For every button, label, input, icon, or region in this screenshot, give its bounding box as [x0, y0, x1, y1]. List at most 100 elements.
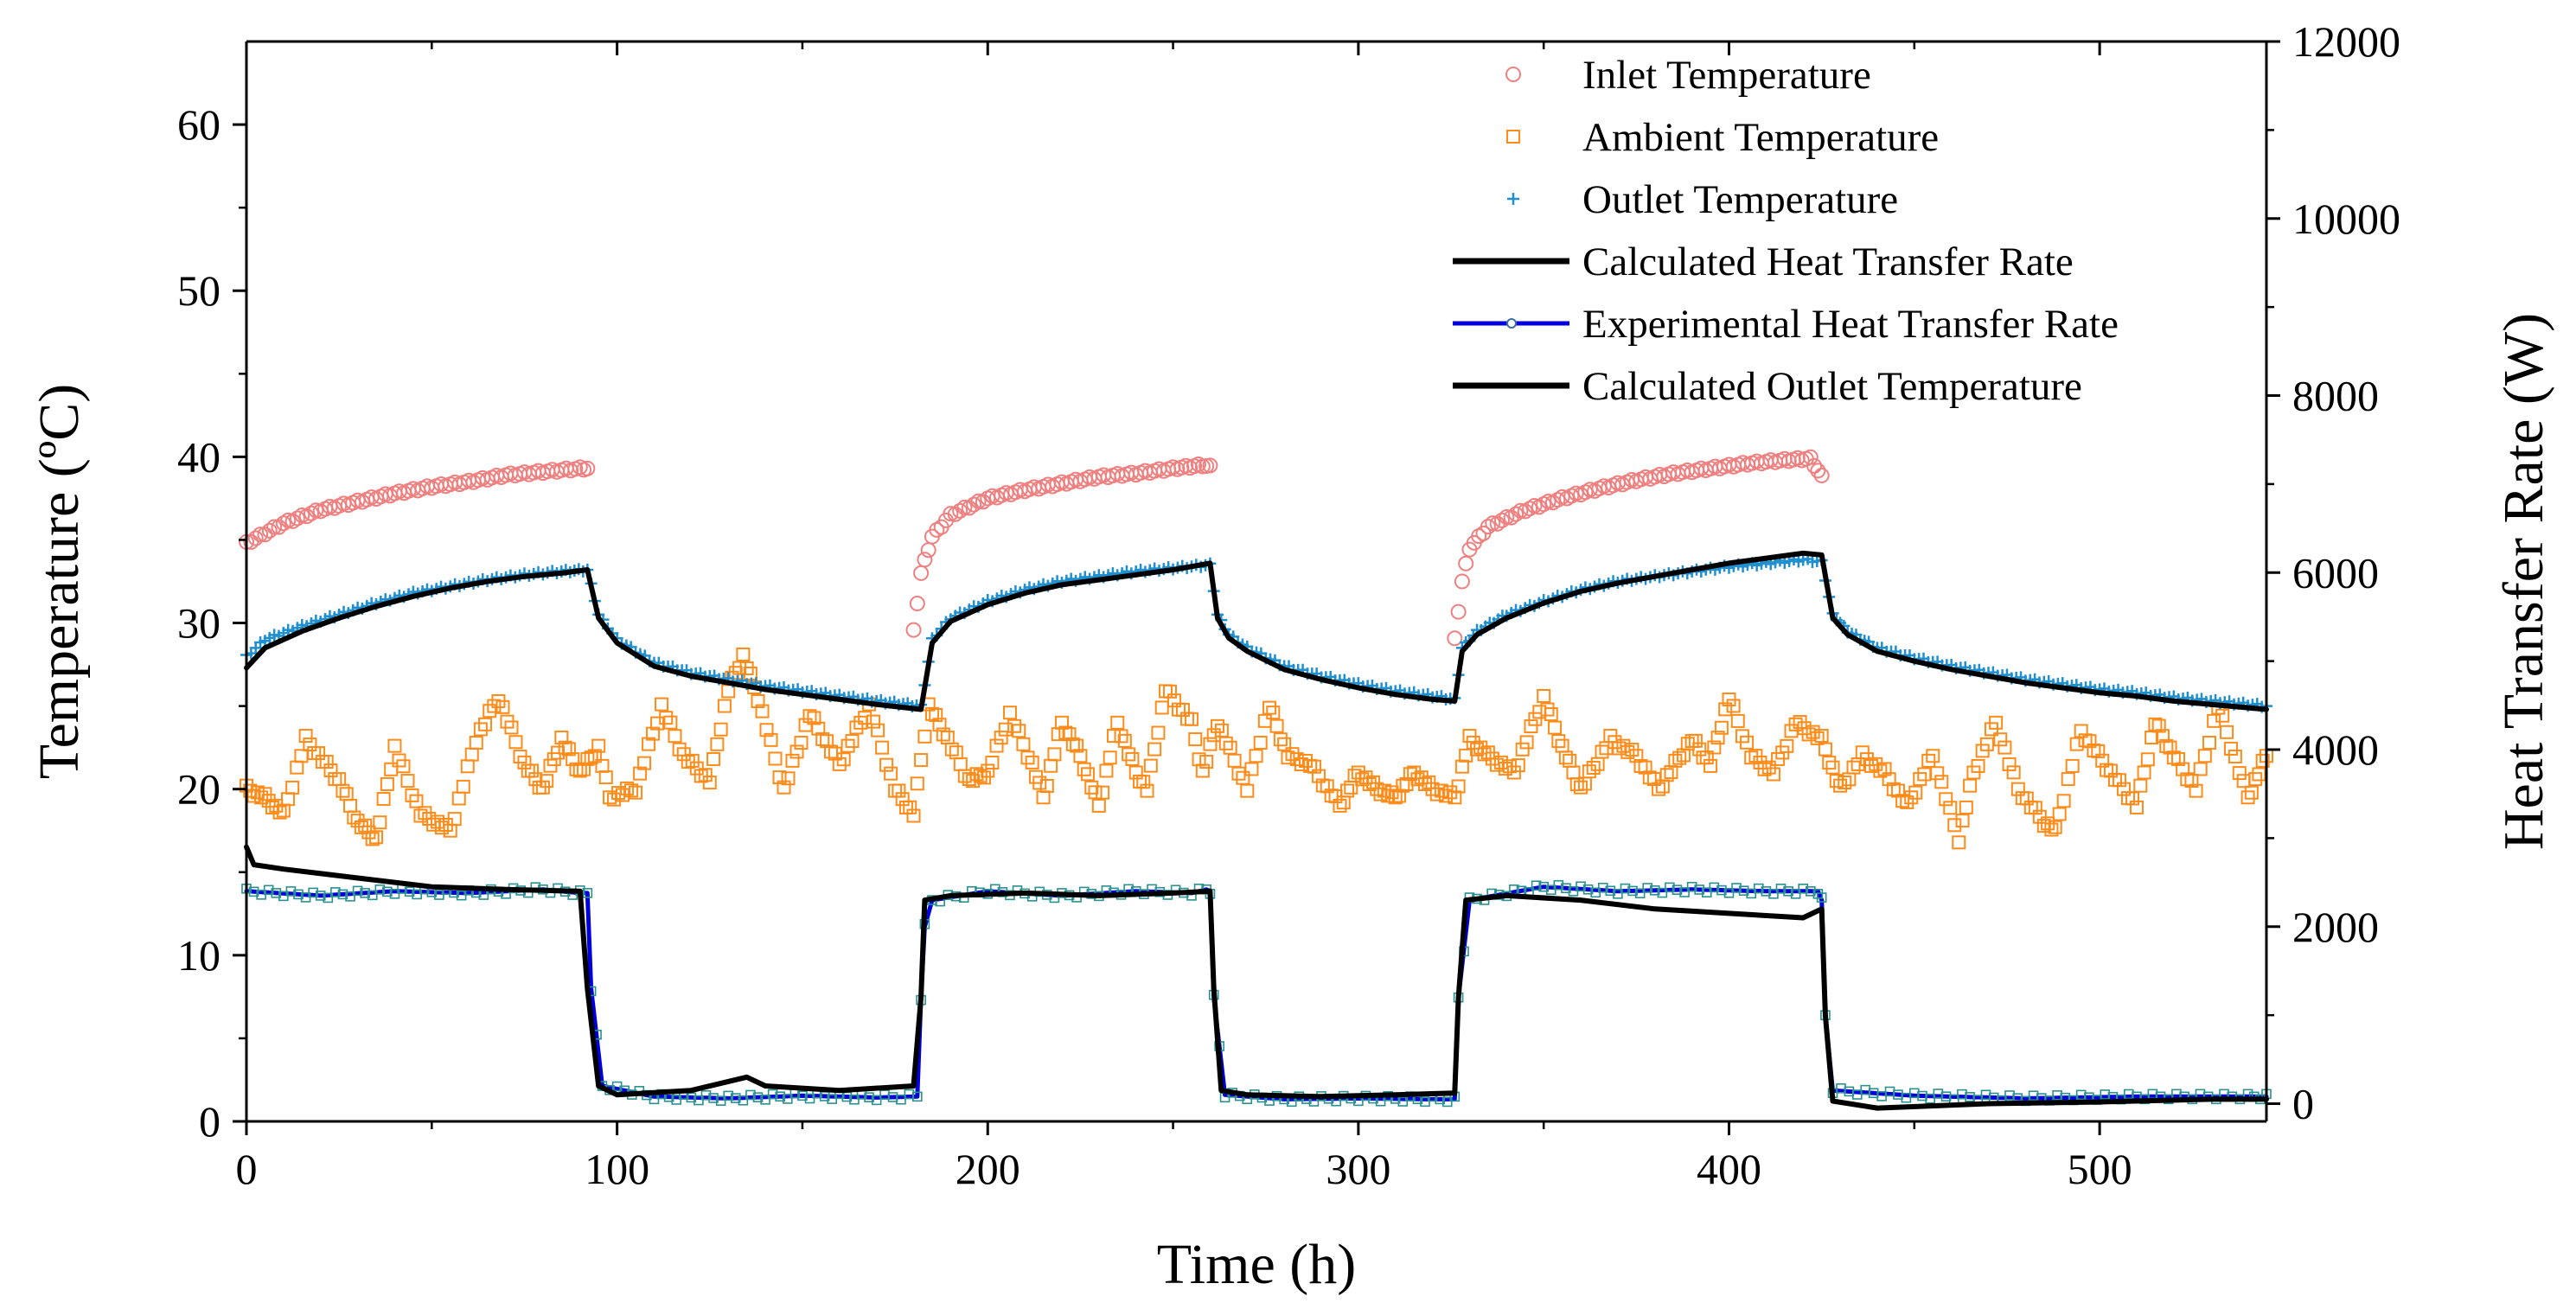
ambient-temperature-point [884, 766, 898, 781]
ambient-temperature-point [1032, 776, 1047, 790]
ambient-temperature-point [250, 785, 265, 800]
ambient-temperature-point [1825, 760, 1840, 775]
ambient-temperature-point [1454, 759, 1469, 774]
legend-label-outlet-temperature: Outlet Temperature [1582, 177, 1898, 222]
experimental-heat-transfer-rate-point [1657, 887, 1668, 898]
ambient-temperature-point [1548, 720, 1563, 735]
ambient-temperature-point [1210, 718, 1224, 733]
experimental-heat-transfer-rate-point [1761, 886, 1772, 897]
experimental-heat-transfer-rate-point [404, 886, 415, 897]
ambient-temperature-point [914, 753, 929, 768]
experimental-heat-transfer-rate-point [248, 886, 259, 897]
ambient-temperature-point [2223, 741, 2238, 756]
ambient-temperature-point [2140, 752, 2155, 767]
ambient-temperature-point [1934, 775, 1949, 789]
inlet-temperature-point [1458, 555, 1474, 571]
ambient-temperature-point [354, 820, 368, 834]
experimental-heat-transfer-rate-point [1738, 885, 1749, 897]
ambient-temperature-point [2116, 782, 2131, 796]
ambient-temperature-point [2112, 773, 2126, 788]
ambient-temperature-point [551, 745, 566, 760]
ambient-temperature-point [1320, 779, 1334, 794]
inlet-temperature-point [579, 460, 596, 476]
ambient-temperature-point [1710, 731, 1725, 745]
ambient-temperature-point [332, 772, 347, 787]
ambient-temperature-point [577, 762, 591, 776]
ambient-temperature-point [447, 812, 462, 827]
inlet-temperature-point [572, 459, 588, 476]
ambient-temperature-point [1418, 777, 1433, 792]
ambient-temperature-point [1688, 733, 1703, 748]
ambient-temperature-point [2155, 729, 2170, 744]
experimental-heat-transfer-rate-point [1980, 1089, 1991, 1101]
series-calculated-outlet-temperature [244, 550, 2269, 712]
ambient-temperature-point [1551, 734, 1566, 749]
ambient-temperature-point [1167, 693, 1181, 708]
ambient-temperature-point [832, 757, 847, 771]
ambient-temperature-point [1900, 795, 1914, 809]
ambient-temperature-point [659, 711, 674, 725]
ambient-temperature-point [2103, 763, 2118, 778]
ambient-temperature-point [580, 751, 595, 766]
ambient-temperature-point [464, 747, 479, 762]
ambient-temperature-point [1151, 725, 1166, 740]
ambient-temperature-point [1289, 752, 1304, 767]
inlet-temperature-point [1802, 449, 1819, 465]
ambient-temperature-point [1989, 715, 2004, 730]
inlet-temperature-point [1454, 573, 1470, 590]
ambient-temperature-point [1025, 755, 1039, 769]
ambient-temperature-point [910, 776, 924, 791]
inlet-temperature-point [1485, 515, 1501, 532]
ambient-temperature-point [1099, 763, 1114, 778]
inlet-temperature-point [266, 519, 283, 535]
ambient-temperature-point [853, 715, 868, 730]
experimental-heat-transfer-rate-point [1917, 1090, 1927, 1101]
ambient-temperature-point [460, 759, 475, 774]
ambient-temperature-point [1158, 684, 1173, 699]
ambient-temperature-point [1939, 792, 1953, 807]
ambient-temperature-point [2202, 736, 2216, 750]
ambient-temperature-point [781, 771, 796, 786]
ambient-temperature-point [369, 830, 384, 845]
ambient-temperature-point [698, 768, 713, 782]
experimental-heat-transfer-rate-point [1553, 879, 1564, 891]
y-left-tick-label: 50 [177, 266, 221, 315]
ambient-temperature-point [2184, 774, 2199, 789]
ambient-temperature-point [866, 714, 881, 729]
ambient-temperature-point [1122, 747, 1136, 762]
ambient-temperature-point [2044, 822, 2059, 837]
ambient-temperature-point [836, 752, 851, 767]
ambient-temperature-point [1537, 689, 1551, 704]
ambient-temperature-point [1979, 737, 1994, 751]
y-right-tick-label: 4000 [2292, 725, 2379, 774]
ambient-temperature-point [1477, 747, 1492, 762]
experimental-heat-transfer-rate-point [1538, 881, 1549, 892]
experimental-heat-transfer-rate-point [352, 885, 363, 897]
ambient-temperature-point [1740, 735, 1755, 750]
ambient-temperature-point [2006, 765, 2021, 780]
y-left-tick-label: 30 [177, 599, 221, 648]
ambient-temperature-point [903, 800, 917, 814]
ambient-temperature-point [932, 718, 947, 732]
ambient-temperature-point [487, 699, 502, 713]
ambient-temperature-point [2056, 794, 2071, 808]
ambient-temperature-point [413, 808, 428, 823]
x-tick-label: 300 [1326, 1145, 1390, 1193]
ambient-temperature-point [561, 742, 576, 757]
ambient-temperature-point [672, 742, 687, 757]
ambient-temperature-point [820, 734, 834, 749]
experimental-heat-transfer-rate-point [337, 889, 348, 900]
ambient-temperature-point [2023, 800, 2038, 814]
ambient-temperature-point [1908, 785, 1923, 800]
ambient-temperature-point [764, 732, 778, 747]
experimental-heat-transfer-rate-point [1576, 881, 1586, 892]
ambient-temperature-point [1106, 729, 1121, 744]
ambient-temperature-point [1143, 758, 1158, 773]
y-right-tick-label: 2000 [2292, 903, 2379, 951]
experimental-heat-transfer-rate-point [1686, 881, 1697, 892]
ambient-temperature-point [294, 749, 309, 763]
legend-label-ambient-temperature: Ambient Temperature [1582, 115, 1939, 160]
ambient-temperature-point [315, 755, 329, 769]
experimental-heat-transfer-rate-point [2052, 1089, 2062, 1101]
ambient-temperature-point [2061, 772, 2075, 787]
